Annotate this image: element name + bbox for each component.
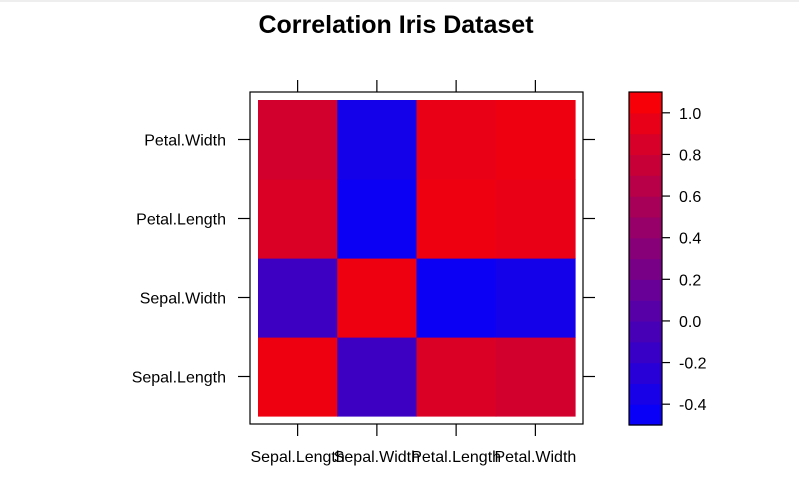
colorbar-tick-label: 0.8 [679, 147, 701, 164]
colorbar-segment [629, 196, 662, 218]
heatmap-cell-sepal-length-sepal-length [258, 337, 338, 417]
colorbar-tick-label: 0.2 [679, 272, 701, 289]
colorbar-segment [629, 92, 662, 114]
heatmap-cell-petal-width-sepal-width [495, 258, 576, 338]
heatmap-cells [258, 100, 576, 417]
x-tick-label-sepal-width: Sepal.Width [334, 449, 420, 466]
heatmap-cell-sepal-length-sepal-width [258, 258, 338, 338]
colorbar-segment [629, 154, 662, 176]
colorbar-segment [629, 258, 662, 280]
heatmap-cell-sepal-width-sepal-length [337, 337, 418, 417]
x-tick-label-petal-length: Petal.Length [411, 449, 501, 466]
x-axis: Sepal.LengthSepal.WidthPetal.LengthPetal… [250, 80, 576, 466]
colorbar-segment [629, 404, 662, 426]
colorbar-segment [629, 341, 662, 364]
heatmap-cell-petal-width-sepal-length [495, 337, 576, 417]
plot-panel-border [249, 91, 584, 425]
colorbar-border [628, 91, 663, 426]
y-tick-label-sepal-width: Sepal.Width [140, 291, 226, 308]
colorbar-tick-label: 0.6 [679, 189, 701, 206]
colorbar-segment [629, 133, 662, 156]
plot-panel [249, 91, 584, 425]
x-tick-label-petal-width: Petal.Width [494, 449, 576, 466]
heatmap-cell-petal-length-sepal-width [416, 258, 497, 338]
heatmap-cell-petal-length-sepal-length [416, 337, 497, 417]
colorbar-segment [629, 300, 662, 322]
colorbar-segment [629, 112, 662, 135]
y-tick-label-sepal-length: Sepal.Length [132, 370, 226, 387]
colorbar-tick-label: 1.0 [679, 106, 701, 123]
colorbar-tick-label: -0.2 [679, 356, 707, 373]
y-axis: Sepal.Length Sepal.Width Petal.Length Petal… [132, 133, 595, 387]
heatmap-cell-petal-width-petal-length [495, 179, 576, 259]
heatmap-cell-petal-length-petal-width [416, 100, 497, 180]
colorbar: -0.4 -0.2 0.0 0.2 0.4 0.6 0.8 1.0 [628, 91, 707, 426]
heatmap-cell-petal-width-petal-width [495, 100, 576, 180]
heatmap-cell-sepal-length-petal-width [258, 100, 338, 180]
colorbar-segment [629, 383, 662, 405]
chart-title: Correlation Iris Dataset [258, 11, 534, 39]
heatmap-cell-petal-length-petal-length [416, 179, 497, 259]
colorbar-segment [629, 175, 662, 197]
y-tick-label-petal-length: Petal.Length [136, 212, 226, 229]
colorbar-segment [629, 216, 662, 239]
y-tick-label-petal-width: Petal.Width [144, 133, 226, 150]
heatmap-cell-sepal-length-petal-length [258, 179, 338, 259]
colorbar-tick-label: 0.4 [679, 231, 701, 248]
colorbar-tick-label: 0.0 [679, 314, 701, 331]
colorbar-segment [629, 279, 662, 301]
colorbar-segment [629, 320, 662, 343]
colorbar-segment [629, 237, 662, 260]
colorbar-segment [629, 362, 662, 384]
colorbar-tick-label: -0.4 [679, 397, 707, 414]
heatmap-cell-sepal-width-sepal-width [337, 258, 418, 338]
heatmap-cell-sepal-width-petal-width [337, 100, 418, 180]
heatmap-cell-sepal-width-petal-length [337, 179, 418, 259]
x-tick-label-sepal-length: Sepal.Length [250, 449, 344, 466]
